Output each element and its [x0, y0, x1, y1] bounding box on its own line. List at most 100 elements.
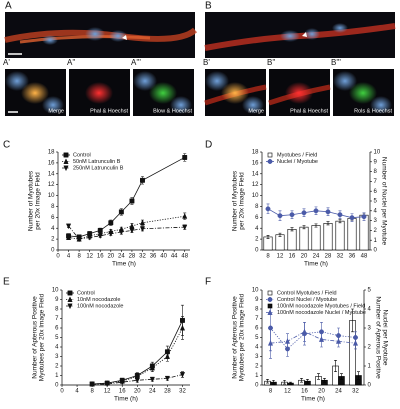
nucleus: [333, 71, 357, 91]
marker: [149, 376, 155, 383]
y2-tick-label: 6: [374, 189, 378, 195]
legend-marker: [63, 165, 69, 172]
y2-tick-label: 3: [368, 326, 372, 332]
y-tick-label: 1: [55, 373, 59, 379]
error-bar: [338, 219, 342, 224]
nucleus: [42, 96, 64, 114]
y-tick-label: 12: [48, 182, 55, 188]
y-axis-title: per 20x Image Field: [239, 172, 246, 230]
x-tick-label: 32: [139, 254, 146, 260]
inset-label: A''': [131, 58, 141, 67]
x-tick-label: 28: [325, 254, 332, 260]
x-tick-label: 36: [349, 254, 356, 260]
signal: [221, 82, 249, 104]
error-bar: [302, 225, 306, 230]
inset-caption: Phal & Hoechst: [290, 108, 328, 114]
marker: [129, 198, 135, 204]
y-tick-label: 10: [252, 288, 259, 294]
x-tick-label: 12: [104, 389, 111, 395]
marker: [179, 324, 186, 331]
marker: [97, 233, 103, 240]
x-tick-label: 12: [277, 254, 284, 260]
y-tick-label: 8: [51, 204, 55, 210]
inset-label: B''': [331, 58, 341, 67]
marker: [149, 364, 155, 371]
marker: [301, 210, 307, 216]
marker: [289, 212, 295, 218]
error-bar: [283, 379, 287, 385]
error-bar: [326, 221, 330, 226]
error-bar: [322, 378, 326, 383]
x-tick-label: 20: [301, 254, 308, 260]
y-tick-label: 9: [255, 297, 259, 303]
y-tick-label: 8: [55, 307, 59, 313]
nucleus: [5, 71, 29, 91]
legend-label: 100nM nocodazole Nuclei / Myotube: [277, 310, 366, 316]
y2-tick-label: 5: [374, 199, 378, 205]
legend-label: Myotubes / Field: [277, 152, 317, 158]
y-tick-label: 18: [252, 150, 259, 156]
bar: [347, 218, 357, 251]
signal: [285, 82, 313, 104]
y-axis-title: Myotubes per 20x Image Field: [239, 293, 246, 381]
marker: [164, 375, 171, 382]
y-tick-label: 14: [48, 171, 55, 177]
x-tick-label: 28: [164, 389, 171, 395]
y2-tick-label: 2: [368, 345, 372, 351]
marker: [361, 214, 367, 220]
bar: [287, 229, 297, 251]
marker: [129, 227, 135, 234]
x-axis-title: Time (h): [112, 261, 136, 268]
insets: A' Merge A'' Phal & Hoechst A''' Blow & Hoech…: [3, 58, 394, 116]
marker: [104, 381, 110, 388]
bar: [299, 226, 309, 251]
error-bar: [290, 227, 294, 232]
signal: [149, 82, 177, 104]
y2-tick-label: 8: [374, 169, 378, 175]
marker: [129, 222, 135, 229]
marker: [179, 372, 186, 378]
bar: [335, 220, 345, 251]
y-axis-title: Number of Apterous Positive: [232, 296, 239, 379]
y-tick-label: 14: [252, 171, 259, 177]
marker: [139, 219, 146, 226]
y-tick-label: 12: [252, 182, 259, 188]
y-tick-label: 0: [51, 248, 55, 254]
y-axis-title: Number of Apterous Positive: [32, 296, 39, 379]
series-line: [68, 225, 185, 240]
y-tick-label: 8: [255, 307, 259, 313]
error-bar: [334, 360, 338, 372]
x-tick-label: 48: [361, 254, 368, 260]
error-bar: [356, 371, 360, 380]
y-axis-title: Number of Myotubes: [232, 170, 239, 231]
y2-tick-label: 1: [368, 364, 372, 370]
x-tick-label: 24: [118, 254, 125, 260]
nucleus: [242, 96, 264, 114]
x-tick-label: 24: [149, 389, 156, 395]
y-tick-label: 4: [51, 226, 55, 232]
marker: [87, 235, 93, 241]
panel-label: E: [3, 277, 10, 288]
inset-label: B': [203, 58, 210, 67]
legend-label: 50nM Latrunculin B: [73, 159, 121, 165]
legend-swatch: [267, 290, 273, 296]
panel-label: D: [205, 140, 212, 151]
legend-label: 100nM nocodazole Myotubes / Field: [277, 303, 365, 309]
x-tick-label: 0: [60, 389, 64, 395]
y-tick-label: 10: [52, 288, 59, 294]
inset-caption: Merge: [48, 108, 64, 114]
signal: [85, 82, 113, 104]
y-tick-label: 2: [55, 364, 59, 370]
x-tick-label: 12: [86, 254, 93, 260]
inset-caption: Merge: [248, 108, 264, 114]
legend-marker: [67, 290, 73, 296]
legend-marker: [267, 159, 273, 164]
y2-tick-label: 4: [368, 307, 372, 313]
marker: [267, 339, 274, 346]
x-tick-label: 4: [75, 389, 79, 395]
y-tick-label: 2: [255, 237, 259, 243]
panel-label: F: [205, 277, 211, 288]
x-tick-label: 16: [119, 389, 126, 395]
y-tick-label: 6: [255, 326, 259, 332]
